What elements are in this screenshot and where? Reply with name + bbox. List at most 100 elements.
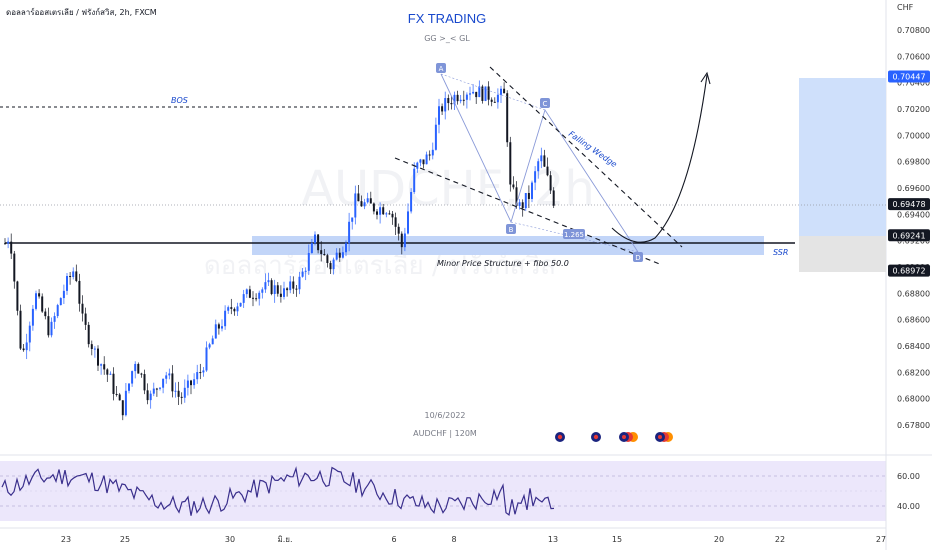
candle xyxy=(78,273,81,312)
price-tick-14: 0.68000 xyxy=(897,395,930,404)
flag-au-ch-icon[interactable] xyxy=(655,432,673,442)
wedge-upper-line[interactable] xyxy=(489,66,683,248)
point-b-text: B xyxy=(509,226,514,234)
candle xyxy=(422,159,425,169)
candle xyxy=(66,273,68,295)
watermark-symbol: AUDCHF, 2h xyxy=(301,161,595,217)
candle xyxy=(369,191,372,204)
event-flags[interactable] xyxy=(555,432,673,442)
candle xyxy=(357,185,360,202)
candle xyxy=(441,103,444,116)
candles-group xyxy=(4,80,555,421)
candle xyxy=(149,390,152,409)
candle xyxy=(221,319,223,332)
candle xyxy=(385,212,388,218)
price-badge-2: 0.69241 xyxy=(888,229,930,242)
footer-date: 10/6/2022 xyxy=(424,411,465,420)
candle xyxy=(518,199,521,210)
candle xyxy=(87,321,90,348)
point-label-a[interactable]: A xyxy=(436,63,446,73)
candle xyxy=(332,257,335,275)
point-d-text: D xyxy=(635,254,640,262)
candle xyxy=(317,234,320,254)
candle xyxy=(397,223,400,241)
risk-box[interactable] xyxy=(799,236,886,272)
flag-au-icon[interactable] xyxy=(591,432,601,442)
candle xyxy=(283,281,285,300)
candle xyxy=(59,297,62,306)
candle xyxy=(496,88,499,109)
candle xyxy=(162,378,165,394)
time-tick-0: 23 xyxy=(61,535,71,544)
wedge-lower-line[interactable] xyxy=(394,157,663,266)
candle xyxy=(286,287,289,297)
candle xyxy=(128,383,130,394)
candle xyxy=(345,240,347,257)
candle xyxy=(25,333,28,360)
candle xyxy=(543,149,546,168)
candle xyxy=(416,161,419,173)
candle xyxy=(202,367,205,377)
candle xyxy=(462,90,465,106)
candle xyxy=(320,241,323,262)
point-label-d[interactable]: D xyxy=(633,252,643,262)
candle xyxy=(75,264,78,283)
candle xyxy=(481,84,484,104)
rsi-tick-1: 40.00 xyxy=(897,502,920,511)
candle xyxy=(493,97,496,103)
candle xyxy=(50,317,53,338)
candle xyxy=(121,400,124,421)
svg-text:0.69241: 0.69241 xyxy=(892,231,925,240)
candle xyxy=(549,171,552,194)
bos-label: BOS xyxy=(171,96,188,105)
price-tick-0: 0.70800 xyxy=(897,26,930,35)
projection-curve[interactable] xyxy=(611,74,708,243)
candle xyxy=(97,345,99,372)
candle xyxy=(410,188,413,214)
candle xyxy=(93,346,96,358)
candle xyxy=(292,276,295,294)
candle xyxy=(211,335,214,345)
candle xyxy=(527,185,530,209)
candle xyxy=(438,98,440,134)
point-label-c[interactable]: C xyxy=(540,98,550,108)
point-label-b[interactable]: B xyxy=(506,224,516,234)
candle xyxy=(273,279,276,303)
candle xyxy=(248,285,251,299)
candle xyxy=(16,280,19,316)
candle xyxy=(186,374,189,396)
rsi-line[interactable] xyxy=(1,466,555,516)
candle xyxy=(106,368,109,382)
candle xyxy=(90,340,93,356)
projection-box[interactable] xyxy=(799,78,886,236)
candle xyxy=(4,238,6,245)
candle xyxy=(450,95,453,110)
price-tick-1: 0.70600 xyxy=(897,52,930,61)
candle xyxy=(394,212,397,236)
candle xyxy=(53,312,56,329)
price-tick-15: 0.67800 xyxy=(897,421,930,430)
time-tick-1: 25 xyxy=(120,535,130,544)
candle xyxy=(354,185,357,225)
candle xyxy=(230,298,233,315)
candle xyxy=(506,90,509,147)
time-axis[interactable]: 23 25 30 มิ.ย. 6 8 13 15 20 22 27 xyxy=(61,535,886,544)
candle xyxy=(323,248,326,256)
flag-au-ch-icon[interactable] xyxy=(619,432,638,442)
time-tick-3: มิ.ย. xyxy=(277,535,292,544)
symbol-line: ดอลลาร์ออสเตรเลีย / ฟรังก์สวิส, 2h, FXCM xyxy=(6,7,157,17)
candle xyxy=(503,82,506,94)
flag-au-icon[interactable] xyxy=(555,432,565,442)
candle xyxy=(310,239,313,254)
candle xyxy=(413,162,416,194)
candle xyxy=(224,305,227,330)
candle xyxy=(41,293,44,313)
candle xyxy=(419,158,422,167)
minor-structure-zone[interactable] xyxy=(252,236,764,255)
candle xyxy=(307,244,310,275)
fib-ratio-label[interactable]: 1.265 xyxy=(563,229,585,239)
candle xyxy=(453,91,456,111)
candle xyxy=(13,250,16,289)
